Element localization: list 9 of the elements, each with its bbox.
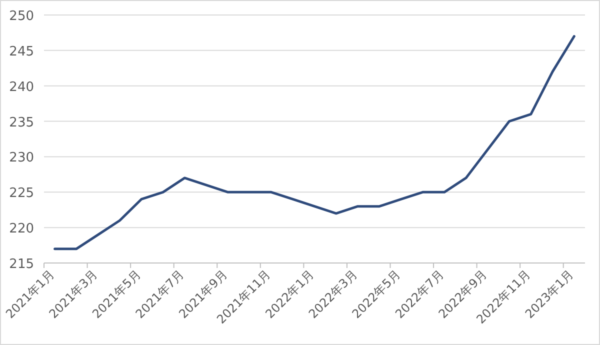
y-tick-label: 220 — [9, 222, 34, 237]
y-tick-label: 245 — [9, 44, 34, 60]
y-tick-label: 240 — [9, 80, 34, 95]
line-series — [54, 35, 576, 250]
y-tick-label: 230 — [9, 150, 34, 166]
y-tick-label: 215 — [9, 257, 34, 272]
y-tick-label: 225 — [9, 186, 34, 202]
y-tick-label: 235 — [9, 115, 34, 130]
y-tick-label: 250 — [9, 9, 34, 24]
